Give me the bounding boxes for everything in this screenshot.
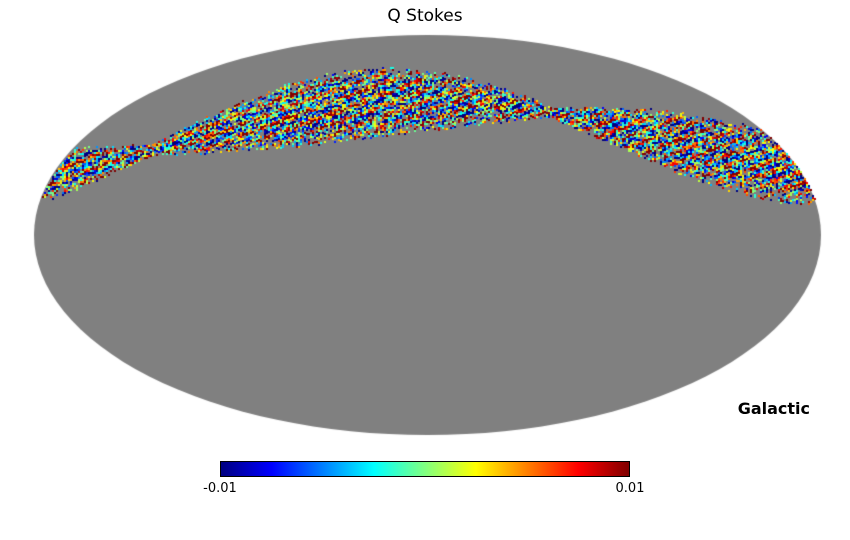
colorbar: -0.01 0.01 (203, 461, 644, 501)
colorbar-gradient (220, 461, 630, 477)
colorbar-min-label: -0.01 (203, 481, 237, 496)
coordinate-frame-label: Galactic (737, 399, 810, 418)
mollweide-map-canvas (0, 0, 850, 460)
colorbar-max-label: 0.01 (615, 481, 645, 496)
